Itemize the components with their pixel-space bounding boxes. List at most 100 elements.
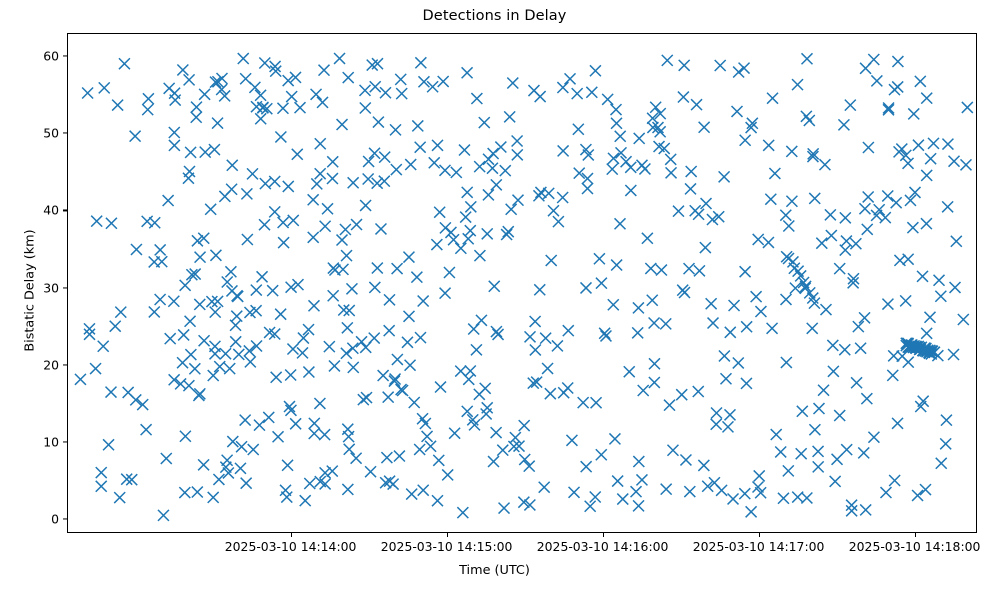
scatter-marker [432,454,445,467]
scatter-marker [899,294,912,307]
scatter-marker [873,203,886,216]
scatter-marker [624,184,637,197]
scatter-marker [207,369,220,382]
scatter-marker [556,81,569,94]
x-axis-label: Time (UTC) [459,563,530,578]
scatter-marker [168,126,181,139]
scatter-marker [369,80,382,93]
scatter-marker [648,316,661,330]
scatter-marker [336,263,350,276]
scatter-marker [130,243,143,256]
scatter-marker [879,211,892,224]
scatter-marker [893,254,906,267]
scatter-marker [499,164,512,177]
scatter-marker [511,148,524,161]
scatter-marker [924,152,937,165]
scatter-marker [624,161,637,174]
scatter-marker [416,412,429,425]
scatter-marker [307,299,321,312]
scatter-marker [89,362,102,375]
scatter-marker [205,295,218,308]
scatter-marker [571,87,584,100]
scatter-marker [705,297,718,310]
scatter-marker [174,377,187,390]
scatter-marker [614,146,628,159]
scatter-marker [524,330,537,343]
scatter-marker [920,327,933,340]
scatter-marker [379,476,392,489]
scatter-marker [454,365,467,378]
scatter-marker [286,343,299,356]
scatter-marker [660,483,673,496]
scatter-marker [862,141,875,154]
scatter-marker [197,458,210,471]
scatter-marker [470,343,483,356]
scatter-marker [646,112,659,125]
scatter-marker [649,101,662,114]
scatter-marker [414,56,427,69]
scatter-marker [441,468,454,481]
scatter-marker [223,362,236,375]
scatter-marker [891,55,904,68]
scatter-marker [389,123,402,136]
scatter-marker [859,503,872,516]
scatter-marker [538,481,551,494]
scatter-marker [74,373,87,386]
scatter-marker [512,440,526,453]
scatter-marker [904,194,917,207]
scatter-points [74,52,974,522]
scatter-marker [390,163,403,176]
scatter-marker [433,206,446,219]
scatter-marker [230,310,243,323]
scatter-marker [371,262,384,275]
scatter-marker [184,315,197,328]
scatter-marker [610,259,623,272]
scatter-marker [950,235,963,248]
scatter-marker [498,502,511,515]
scatter-marker [840,443,853,456]
scatter-marker [326,465,339,478]
scatter-marker [402,310,416,323]
scatter-marker [533,283,546,296]
scatter-marker [269,60,282,73]
scatter-marker [616,493,629,506]
scatter-marker [256,101,269,114]
scatter-marker [611,475,624,488]
scatter-marker [176,63,189,76]
plot-area [67,33,977,533]
scatter-marker [712,210,725,223]
scatter-marker [806,150,819,163]
scatter-marker [808,423,821,436]
scatter-marker [482,153,495,166]
scatter-marker [247,443,260,456]
scatter-marker [817,384,830,397]
scatter-marker [129,130,142,143]
scatter-marker [182,379,195,392]
scatter-marker [142,92,155,105]
scatter-marker [710,406,723,420]
scatter-marker [404,359,417,372]
scatter-marker [902,356,915,369]
scatter-marker [599,329,612,342]
scatter-marker [679,453,692,466]
scatter-marker [430,238,443,251]
scatter-marker [718,170,731,183]
scatter-marker [819,303,833,316]
scatter-marker [779,293,793,306]
scatter-marker [837,118,850,131]
scatter-marker [178,486,191,499]
scatter-marker [623,365,636,378]
scatter-marker [105,217,118,230]
scatter-marker [335,234,349,247]
scatter-marker [268,205,281,218]
scatter-marker [188,362,201,375]
scatter-marker [299,494,312,507]
scatter-marker [517,496,530,509]
scatter-marker [473,249,486,262]
scatter-marker [581,172,594,185]
scatter-marker [167,295,180,308]
scatter-marker [464,364,477,377]
scatter-marker [284,404,297,417]
scatter-marker [581,182,594,195]
scatter-marker [274,130,287,143]
